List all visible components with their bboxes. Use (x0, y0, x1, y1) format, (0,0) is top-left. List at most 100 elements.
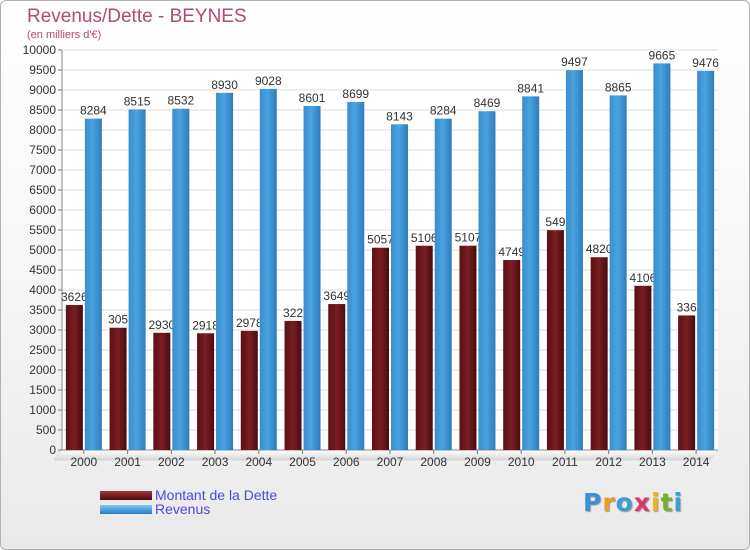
bar-dette (678, 315, 696, 450)
y-tick-label: 1500 (29, 383, 56, 397)
x-tick-label: 2014 (683, 455, 710, 469)
y-tick-label: 6000 (29, 203, 56, 217)
x-tick-label: 2007 (377, 455, 404, 469)
x-tick-label: 2004 (245, 455, 272, 469)
bar-revenus (172, 108, 190, 450)
x-tick-label: 2012 (595, 455, 622, 469)
chart-subtitle: (en milliers d'€) (27, 29, 102, 41)
y-tick-label: 1000 (29, 403, 56, 417)
logo-letter: i (651, 488, 661, 517)
x-tick-label: 2001 (114, 455, 141, 469)
y-tick-label: 2500 (29, 343, 56, 357)
bar-revenus (653, 63, 671, 451)
bar-revenus (347, 102, 365, 450)
bar-dette-label: 5057 (367, 233, 394, 247)
x-tick-label: 2005 (289, 455, 316, 469)
proxiti-logo: Proxiti (583, 488, 683, 517)
bar-dette-label: 4749 (498, 245, 525, 259)
x-tick-label: 2013 (639, 455, 666, 469)
bar-dette (634, 285, 652, 450)
y-tick-label: 5000 (29, 243, 56, 257)
logo-letter: i (673, 488, 684, 517)
y-tick-label: 7000 (29, 163, 56, 177)
bar-dette (328, 304, 346, 450)
bar-dette (372, 247, 389, 450)
y-tick-label: 3500 (29, 303, 56, 317)
bar-dette-label: 3626 (61, 290, 88, 304)
bar-dette-label: 549 (545, 215, 565, 229)
bar-revenus (609, 95, 627, 451)
bar-revenus-label: 9497 (561, 55, 588, 69)
bar-dette (153, 332, 171, 450)
bar-dette (240, 330, 258, 450)
bar-dette-label: 4820 (586, 242, 613, 256)
bar-dette-label: 336 (677, 300, 697, 314)
bar-revenus-label: 8930 (211, 78, 238, 92)
logo-letter: P (583, 488, 603, 517)
bar-revenus-label: 9665 (649, 48, 676, 62)
y-tick-label: 6500 (29, 183, 56, 197)
bar-dette (284, 320, 302, 450)
bar-revenus-label: 8143 (386, 109, 413, 123)
bar-dette (109, 327, 127, 450)
y-tick-label: 9500 (29, 63, 56, 77)
bar-dette-label: 3649 (323, 289, 350, 303)
x-tick-label: 2000 (71, 455, 98, 469)
bar-revenus (478, 111, 496, 451)
bar-dette-label: 4106 (630, 271, 657, 285)
bar-revenus-label: 8699 (342, 87, 369, 101)
y-tick-label: 3000 (29, 323, 56, 337)
legend-item-revenus: Revenus (100, 501, 211, 517)
bar-revenus-label: 8532 (167, 94, 194, 108)
logo-letter: o (615, 488, 634, 517)
x-tick-label: 2009 (464, 455, 491, 469)
chart-title: Revenus/Dette - BEYNES (27, 6, 247, 27)
y-tick-label: 9000 (29, 83, 56, 97)
bar-revenus (84, 118, 102, 450)
y-tick-label: 7500 (29, 143, 56, 157)
x-tick-label: 2008 (420, 455, 447, 469)
bar-dette (415, 245, 433, 450)
bar-dette-label: 2918 (192, 318, 219, 332)
legend-item-dette: Montant de la Dette (100, 487, 278, 503)
bar-dette (197, 333, 215, 450)
legend-swatch-revenus (100, 504, 152, 514)
bar-revenus-label: 8284 (430, 104, 457, 118)
bar-revenus (522, 96, 540, 451)
x-tick-label: 2002 (158, 455, 185, 469)
legend-label-dette: Montant de la Dette (155, 487, 278, 503)
bar-revenus-label: 8841 (517, 81, 544, 95)
x-tick-label: 2010 (508, 455, 535, 469)
bar-dette-label: 5106 (411, 231, 438, 245)
bar-revenus (216, 92, 234, 451)
y-tick-label: 4500 (29, 263, 56, 277)
bar-dette-label: 322 (283, 306, 303, 320)
y-tick-label: 4000 (29, 283, 56, 297)
bar-revenus-label: 9028 (255, 74, 282, 88)
bar-revenus (303, 105, 321, 451)
legend-swatch-dette (100, 490, 152, 500)
x-tick-label: 2006 (333, 455, 360, 469)
bar-dette-label: 2930 (148, 318, 175, 332)
legend-label-revenus: Revenus (155, 501, 211, 517)
bar-dette (65, 304, 83, 450)
logo-letter: t (660, 488, 674, 517)
bar-revenus (565, 70, 583, 451)
bar-revenus (391, 124, 408, 450)
y-tick-label: 8500 (29, 103, 56, 117)
logo-letter: x (633, 488, 651, 517)
y-tick-label: 0 (49, 443, 56, 457)
bar-revenus-label: 8469 (474, 96, 501, 110)
bar-dette-label: 2978 (236, 316, 263, 330)
y-tick-label: 2000 (29, 363, 56, 377)
bar-revenus (128, 109, 146, 451)
y-tick-label: 8000 (29, 123, 56, 137)
bar-revenus (697, 70, 715, 451)
bar-dette-label: 5107 (455, 231, 482, 245)
bar-revenus-label: 8515 (124, 94, 151, 108)
bar-dette-label: 305 (108, 313, 128, 327)
bar-revenus-label: 8601 (299, 91, 326, 105)
bar-dette (459, 245, 477, 450)
y-tick-label: 500 (36, 423, 56, 437)
